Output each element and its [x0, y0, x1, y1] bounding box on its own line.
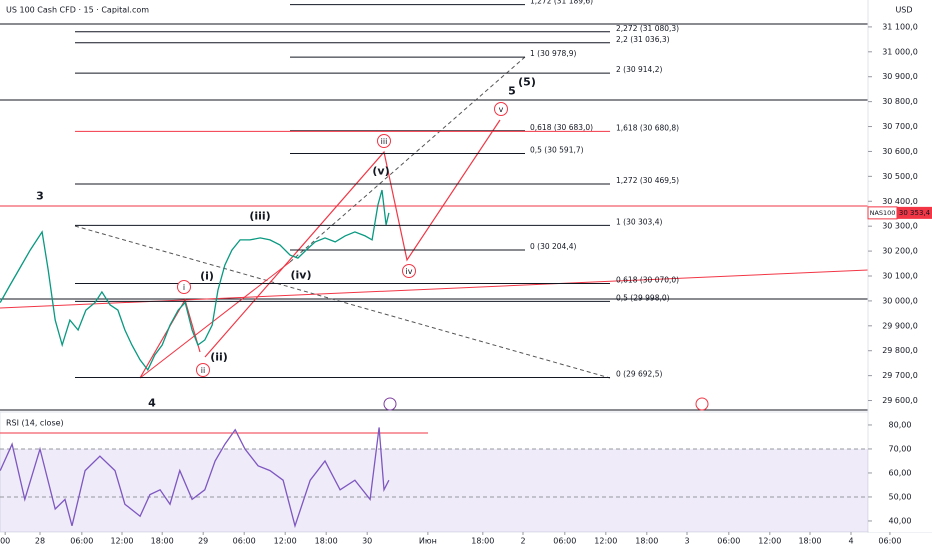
x-tick-label: 12:00 [110, 537, 133, 546]
dashed-line [74, 225, 611, 379]
y-tick-label: 29 700,0 [882, 371, 918, 380]
y-tick-label: 31 100,0 [882, 22, 918, 31]
y-tick-label: 70,00 [889, 444, 912, 453]
y-tick-label: 31 000,0 [882, 47, 918, 56]
y-tick-label: 30 900,0 [882, 72, 918, 81]
rsi-band [0, 448, 868, 532]
x-tick-label: 29 [198, 537, 208, 546]
wave-label: ii [201, 366, 205, 375]
fib-label: 1 (30 978,9) [530, 49, 576, 58]
x-tick-label: 30 [362, 537, 372, 546]
x-tick-label: Июн [419, 537, 437, 546]
event-icon[interactable] [383, 397, 397, 411]
x-tick-label: 4 [848, 537, 853, 546]
wave-label: (5) [518, 76, 536, 89]
axis-bg [869, 20, 932, 532]
fib-label: 1,272 (30 469,5) [616, 176, 679, 185]
fib-label: 1 (30 303,4) [616, 217, 662, 226]
fib-label: 2,2 (31 036,3) [616, 35, 670, 44]
x-tick-label: 12:00 [274, 537, 297, 546]
x-tick-label: 3 [684, 537, 689, 546]
wave-label: (iii) [249, 210, 270, 223]
y-tick-label: 30 700,0 [882, 122, 918, 131]
x-tick-label: 06:00 [233, 537, 256, 546]
symbol-tag-label: NAS100 [870, 209, 896, 217]
fib-label: 2 (30 914,2) [616, 65, 662, 74]
event-icon[interactable] [695, 397, 709, 411]
fib-label: 0,5 (30 591,7) [530, 146, 584, 155]
y-tick-label: 60,00 [889, 468, 912, 477]
y-tick-label: 30 400,0 [882, 197, 918, 206]
fib-label: 1,618 (30 680,8) [616, 123, 679, 132]
x-tick-label: 12:00 [594, 537, 617, 546]
x-tick-label: 06:00 [70, 537, 93, 546]
fib-label: 0 (29 692,5) [616, 370, 662, 379]
fib-label: 0,618 (30 683,0) [530, 123, 593, 132]
wave-label: (i) [200, 270, 214, 283]
price-tag [897, 206, 932, 219]
wave-label: 4 [148, 397, 156, 410]
y-tick-label: 30 500,0 [882, 172, 918, 181]
y-tick-label: 30 600,0 [882, 147, 918, 156]
x-tick-label: 00 [0, 537, 10, 546]
y-tick-label: 30 800,0 [882, 97, 918, 106]
x-tick-label: 06:00 [717, 537, 740, 546]
wave-label: i [183, 283, 185, 292]
wave-path [139, 298, 201, 379]
time-axis-bg [0, 533, 932, 550]
x-tick-label: 28 [35, 537, 45, 546]
fib-label: 2,272 (31 080,3) [616, 24, 679, 33]
x-tick-label: 12:00 [758, 537, 781, 546]
y-tick-label: 30 200,0 [882, 247, 918, 256]
y-tick-label: 80,00 [889, 420, 912, 429]
wave-label: 3 [36, 190, 44, 203]
price-tag-label: 30 353,4 [899, 209, 931, 217]
wave-label: (v) [372, 165, 389, 178]
wave-circle [177, 280, 191, 294]
wave-label: iv [406, 267, 413, 276]
x-tick-label: 18:00 [315, 537, 338, 546]
x-tick-label: 2 [520, 537, 525, 546]
wave-label: 5 [508, 85, 516, 98]
wave-circle [402, 264, 416, 278]
y-tick-label: 50,00 [889, 492, 912, 501]
y-tick-label: 29 600,0 [882, 396, 918, 405]
wave-label: v [499, 105, 504, 114]
x-tick-label: 06:00 [553, 537, 576, 546]
y-tick-label: 30 300,0 [882, 222, 918, 231]
wave-path [204, 119, 501, 358]
wave-label: (ii) [210, 351, 228, 364]
series-line [0, 427, 390, 529]
x-tick-label: 18:00 [798, 537, 821, 546]
x-tick-label: 18:00 [635, 537, 658, 546]
y-tick-label: 30 100,0 [882, 271, 918, 280]
y-tick-label: 30 000,0 [882, 296, 918, 305]
series-line [0, 189, 390, 372]
chart-title: US 100 Cash CFD · 15 · Capital.com [6, 6, 149, 15]
dashed-line [289, 56, 526, 263]
wave-circle [196, 363, 210, 377]
x-tick-label: 06:00 [878, 537, 901, 546]
channel-line [139, 261, 291, 379]
y-tick-label: 40,00 [889, 516, 912, 525]
wave-circle [494, 102, 508, 116]
y-tick-label: 29 900,0 [882, 321, 918, 330]
wave-label: (iv) [291, 269, 312, 282]
wave-circle [377, 134, 391, 148]
fib-label: 1,272 (31 189,6) [530, 0, 593, 6]
wave-label: iii [381, 137, 388, 146]
fib-label: 0,5 (29 998,0) [616, 293, 670, 302]
y-tick-label: 29 800,0 [882, 346, 918, 355]
x-tick-label: 18:00 [151, 537, 174, 546]
fib-label: 0,618 (30 070,0) [616, 275, 679, 284]
currency-label: USD [895, 6, 912, 15]
x-tick-label: 18:00 [471, 537, 494, 546]
rsi-title: RSI (14, close) [6, 419, 64, 428]
fib-label: 0 (30 204,4) [530, 242, 576, 251]
